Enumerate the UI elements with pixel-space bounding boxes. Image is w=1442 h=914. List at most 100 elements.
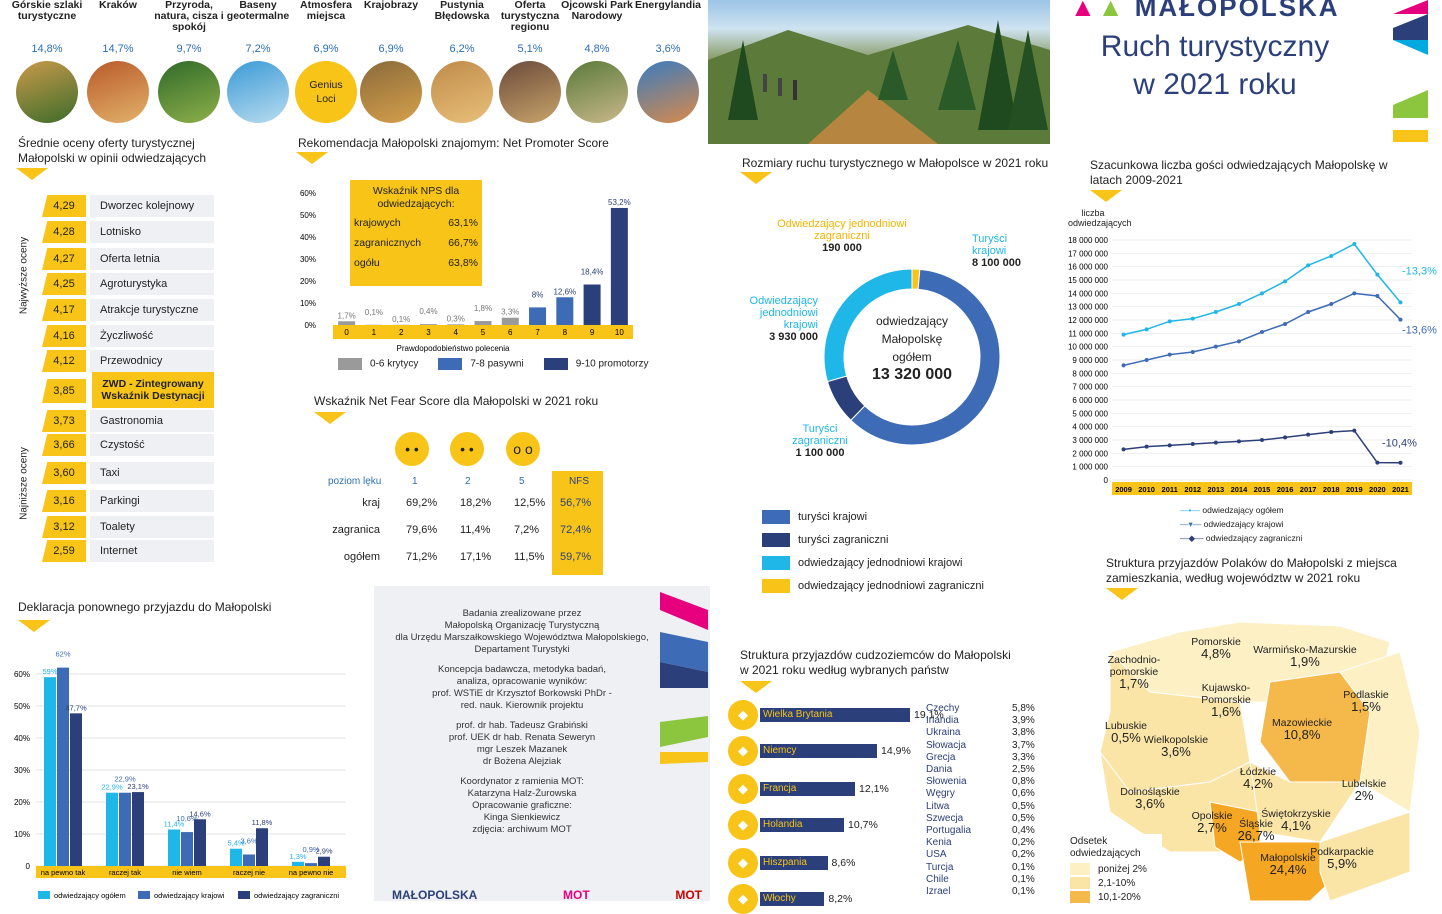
line-pointer <box>1090 190 1122 202</box>
nps-bar-label: 0,1% <box>365 308 383 317</box>
foreign-list-name: Chile <box>926 874 949 885</box>
line-ytick: 14 000 000 <box>1068 289 1109 298</box>
nps-xtick: 10 <box>615 328 624 337</box>
rating-label: Taxi <box>90 462 214 484</box>
line-ytick: 11 000 000 <box>1069 329 1109 338</box>
line-xtick: 2011 <box>1162 485 1178 494</box>
foreign-title: Struktura przyjazdów cudzoziemców do Mał… <box>740 648 1020 678</box>
nfs-pointer <box>314 412 346 424</box>
revisit-bar <box>44 677 56 866</box>
revisit-bar <box>305 863 317 866</box>
credits-line: Katarzyna Halz-Żurowska <box>380 788 664 800</box>
line-xtick: 2020 <box>1369 485 1386 494</box>
donut-legend-item: turyści zagraniczni <box>762 533 984 547</box>
rating-label: Atrakcje turystyczne <box>90 299 214 321</box>
nps-xtick: 7 <box>535 328 540 337</box>
nps-bar-label: 18,4% <box>581 268 604 277</box>
line-point <box>1214 345 1218 349</box>
nps-xtick: 5 <box>481 328 486 337</box>
revisit-bar <box>106 793 118 866</box>
revisit-chart: 010%20%30%40%50%60%59%62%47,7%na pewno t… <box>0 648 360 901</box>
nps-legend-item: 7-8 pasywni <box>438 358 523 370</box>
credits-line: Małopolską Organizację Turystyczną <box>380 620 664 632</box>
revisit-bar <box>181 832 193 866</box>
credits-line: dr Bożena Alejziak <box>380 756 664 768</box>
revisit-bar-label: 2,9% <box>315 847 332 856</box>
nfs-cell: 11,5% <box>514 551 544 563</box>
nps-bar <box>475 321 492 325</box>
rating-value: 3,12 <box>42 516 86 538</box>
nps-ytick: 40% <box>300 233 316 242</box>
foreign-bar: Wielka Brytania <box>760 708 910 722</box>
nps-ytick: 20% <box>300 277 316 286</box>
line-point <box>1191 317 1195 321</box>
rating-value: 3,60 <box>42 462 86 484</box>
foreign-list-name: Grecja <box>926 752 955 763</box>
donut-total: 13 320 000 <box>842 366 982 384</box>
nps-bar-label: 0,1% <box>392 315 410 324</box>
foreign-list-name: Irlandia <box>926 715 959 726</box>
line-xtick: 2018 <box>1323 485 1340 494</box>
line-point <box>1237 339 1241 343</box>
revisit-bar-label: 11,8% <box>252 818 273 827</box>
credits-line: analiza, opracowanie wyników: <box>380 676 664 688</box>
foreign-bar-value: 12,1% <box>859 783 889 795</box>
nps-xtick: 9 <box>590 328 595 337</box>
attraction-label: Energylandia <box>628 0 708 11</box>
attraction-pct: 9,7% <box>159 43 219 55</box>
nps-xtick: 1 <box>372 328 377 337</box>
nps-bar-label: 0,3% <box>447 314 465 323</box>
footer-logo-mot-2: MOT <box>675 888 702 902</box>
nps-bar <box>447 324 464 325</box>
attraction-label: Krajobrazy <box>351 0 431 11</box>
nfs-cell: 71,2% <box>406 551 437 563</box>
nps-bar <box>502 318 519 325</box>
nfs-cell: 56,7% <box>560 497 591 509</box>
line-ytick: 10 000 000 <box>1068 343 1109 352</box>
foreign-list-value: 0,2% <box>1012 837 1035 848</box>
line-point <box>1145 445 1149 449</box>
attraction-image <box>637 61 699 123</box>
attraction-image <box>431 61 493 123</box>
foreign-list-value: 0,1% <box>1012 886 1035 897</box>
line-point <box>1306 310 1310 314</box>
poland-legend-item: poniżej 2% <box>1070 863 1160 877</box>
revisit-ytick: 10% <box>14 830 30 839</box>
revisit-ytick: 50% <box>14 702 30 711</box>
nfs-cell: 7,2% <box>514 524 539 536</box>
rating-value: 4,29 <box>42 195 86 217</box>
line-point <box>1306 263 1310 267</box>
nfs-cell: 17,1% <box>460 551 491 563</box>
nps-bar <box>584 285 601 325</box>
ratings-side-top: Najwyższe oceny <box>19 226 30 326</box>
rating-label: Czystość <box>90 434 214 456</box>
rating-value: 4,12 <box>42 350 86 372</box>
poland-legend: Odsetek odwiedzających poniżej 2% 2,1-10… <box>1068 834 1162 907</box>
nps-xtick: 4 <box>454 328 459 337</box>
foreign-bar: Hiszpania <box>760 856 828 870</box>
line-legend-item: —▾— odwiedzający krajowi <box>1180 517 1302 531</box>
line-ytick: 0 <box>1104 476 1109 485</box>
nps-bar-label: 3,3% <box>501 308 519 317</box>
nps-bar <box>529 307 546 325</box>
attraction-image: Genius Loci <box>295 61 357 123</box>
nps-legend-item: 0-6 krytycy <box>338 358 418 370</box>
revisit-bar-label: 23,1% <box>127 782 149 791</box>
line-point <box>1214 310 1218 314</box>
revisit-bar-label: 14,6% <box>189 809 211 818</box>
line-point <box>1191 442 1195 446</box>
line-point <box>1260 438 1264 442</box>
revisit-bar <box>119 793 131 866</box>
credits-line <box>380 712 664 720</box>
nps-bar-label: 0,4% <box>419 307 437 316</box>
poland-legend-item: 2,1-10% <box>1070 877 1160 891</box>
flag-country-icon: ◆ <box>728 774 758 804</box>
